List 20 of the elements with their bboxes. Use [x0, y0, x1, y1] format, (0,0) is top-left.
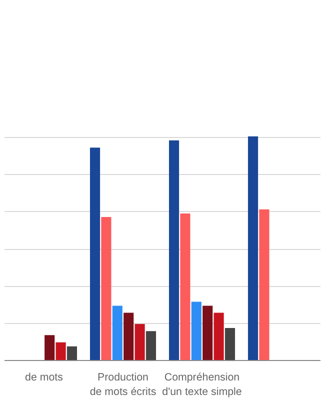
x-tick-label: Production de mots écrits	[90, 372, 156, 398]
bar	[66, 346, 78, 360]
x-tick-label: Compréhension d'un texte simple	[162, 372, 242, 398]
bar	[146, 331, 156, 360]
bar	[112, 306, 122, 360]
x-tick-label: de mots	[25, 372, 63, 384]
bar	[224, 328, 236, 360]
bar	[259, 209, 270, 360]
bar	[101, 217, 112, 360]
bar	[191, 302, 202, 360]
bar	[124, 312, 134, 360]
bar	[134, 324, 145, 360]
bar	[56, 342, 66, 360]
bar	[168, 140, 180, 360]
bar	[248, 136, 258, 360]
bar	[180, 213, 190, 360]
bar	[214, 312, 224, 360]
bar	[90, 148, 100, 360]
bar	[202, 306, 213, 360]
bar	[44, 335, 55, 360]
